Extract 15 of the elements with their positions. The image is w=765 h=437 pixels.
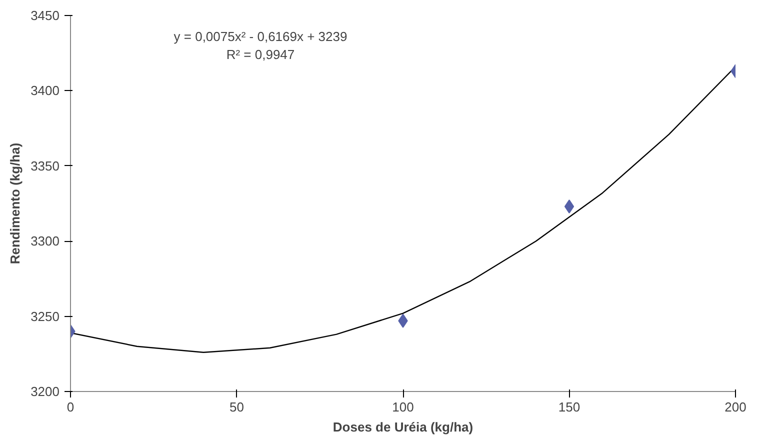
y-tick-label: 3450 [30,8,60,23]
y-tick-label: 3250 [30,308,60,324]
x-tick-label: 50 [230,400,244,414]
y-axis-title: Rendimento (kg/ha) [8,142,23,264]
x-tick-label: 150 [558,400,580,414]
x-axis-title: Doses de Uréia (kg/ha) [332,420,474,434]
x-tick-label: 200 [724,400,746,414]
y-tick-label: 3350 [30,158,60,174]
x-tick-label: 0 [66,400,74,414]
y-tick-label: 3200 [30,384,60,399]
y-tick-label: 3400 [30,83,60,98]
annotation: y = 0,0075x² - 0,6169x + 3239 [174,29,348,44]
annotation: R² = 0,9947 [226,47,295,62]
y-tick-label: 3300 [30,234,60,249]
x-tick-label: 100 [392,400,414,414]
